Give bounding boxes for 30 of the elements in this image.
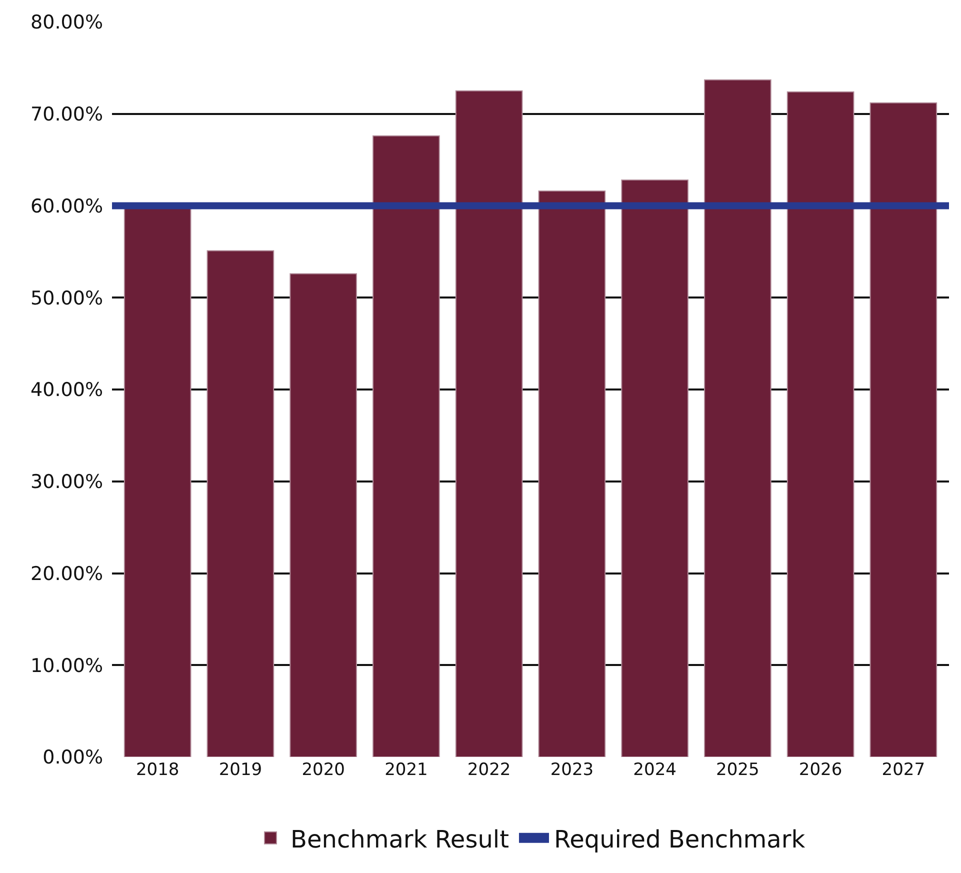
x-tick-label: 2023 — [550, 760, 594, 780]
y-tick-label: 30.00% — [30, 471, 103, 494]
x-tick-label: 2027 — [882, 760, 926, 780]
legend-label: Required Benchmark — [554, 825, 806, 854]
bar — [372, 135, 440, 757]
x-tick-label: 2018 — [136, 760, 180, 780]
x-tick-label: 2019 — [218, 760, 262, 780]
bar — [621, 180, 688, 757]
y-tick-label: 80.00% — [30, 12, 103, 34]
x-tick-label: 2026 — [798, 760, 842, 780]
bar — [538, 190, 606, 757]
y-tick-label: 60.00% — [30, 195, 103, 218]
bar — [206, 250, 274, 757]
y-tick-label: 20.00% — [30, 562, 103, 585]
y-tick-label: 50.00% — [30, 287, 103, 310]
y-tick-label: 40.00% — [30, 379, 103, 402]
x-tick-label: 2025 — [716, 760, 760, 780]
y-tick-label: 10.00% — [30, 654, 103, 677]
y-tick-label: 70.00% — [30, 104, 103, 126]
x-tick-label: 2024 — [633, 760, 676, 780]
x-tick-label: 2022 — [467, 760, 511, 780]
x-tick-label: 2020 — [302, 760, 345, 780]
bar — [704, 79, 772, 757]
bar — [786, 91, 854, 757]
bar — [290, 273, 357, 757]
bar — [455, 90, 523, 757]
y-tick-label: 0.00% — [42, 746, 103, 769]
x-tick-label: 2021 — [384, 760, 428, 780]
legend-label: Benchmark Result — [290, 825, 509, 854]
bar — [870, 102, 938, 757]
